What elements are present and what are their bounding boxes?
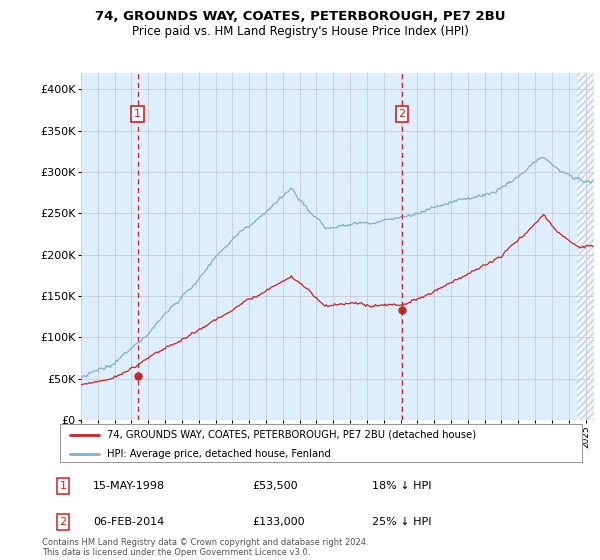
Text: Contains HM Land Registry data © Crown copyright and database right 2024.
This d: Contains HM Land Registry data © Crown c… — [42, 538, 368, 557]
Text: 25% ↓ HPI: 25% ↓ HPI — [372, 517, 431, 527]
Text: 15-MAY-1998: 15-MAY-1998 — [93, 481, 165, 491]
Text: 2: 2 — [398, 109, 406, 119]
Text: 74, GROUNDS WAY, COATES, PETERBOROUGH, PE7 2BU (detached house): 74, GROUNDS WAY, COATES, PETERBOROUGH, P… — [107, 430, 476, 440]
Text: 06-FEB-2014: 06-FEB-2014 — [93, 517, 164, 527]
Bar — [577, 73, 594, 420]
Text: 1: 1 — [134, 109, 141, 119]
Text: 2: 2 — [59, 517, 67, 527]
Text: £133,000: £133,000 — [252, 517, 305, 527]
Text: Price paid vs. HM Land Registry's House Price Index (HPI): Price paid vs. HM Land Registry's House … — [131, 25, 469, 38]
Text: 1: 1 — [59, 481, 67, 491]
Text: 74, GROUNDS WAY, COATES, PETERBOROUGH, PE7 2BU: 74, GROUNDS WAY, COATES, PETERBOROUGH, P… — [95, 10, 505, 23]
Text: £53,500: £53,500 — [252, 481, 298, 491]
Text: 18% ↓ HPI: 18% ↓ HPI — [372, 481, 431, 491]
Text: HPI: Average price, detached house, Fenland: HPI: Average price, detached house, Fenl… — [107, 449, 331, 459]
